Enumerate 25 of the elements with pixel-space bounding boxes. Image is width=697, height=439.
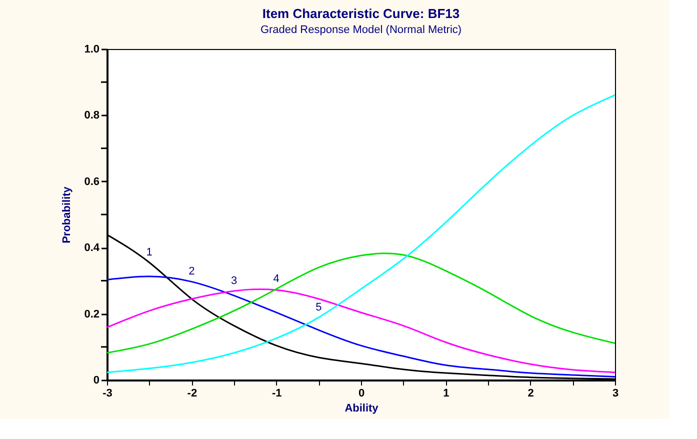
chart-title: Item Characteristic Curve: BF13	[262, 6, 460, 21]
line-series	[106, 288, 616, 374]
y-tick-label: 0	[93, 374, 100, 386]
x-tick-label: -1	[272, 388, 282, 400]
y-tick-label: 0.8	[84, 110, 100, 122]
series-label: 1	[146, 246, 152, 258]
series-label: 2	[188, 266, 195, 278]
y-tick-label: 0.6	[84, 176, 100, 188]
y-axis-title: Probability	[61, 186, 74, 244]
y-tick-label: 1.0	[84, 44, 100, 56]
y-tick-label: 0.4	[84, 242, 100, 254]
x-tick-label: -2	[187, 388, 198, 400]
line-series	[106, 276, 616, 378]
series-label: 5	[316, 301, 322, 314]
x-tick-label: 1	[443, 388, 450, 400]
y-tick-label: 0.2	[84, 308, 100, 320]
x-tick-label: 3	[612, 388, 619, 400]
x-tick-label: -3	[102, 388, 112, 400]
x-tick-label: 2	[528, 388, 534, 400]
chart-subtitle: Graded Response Model (Normal Metric)	[260, 24, 462, 36]
series-label: 4	[273, 272, 280, 285]
series-label: 3	[230, 274, 238, 287]
x-axis-title: Ability	[344, 402, 380, 414]
x-tick-label: 0	[358, 388, 365, 400]
line-series	[106, 94, 616, 374]
